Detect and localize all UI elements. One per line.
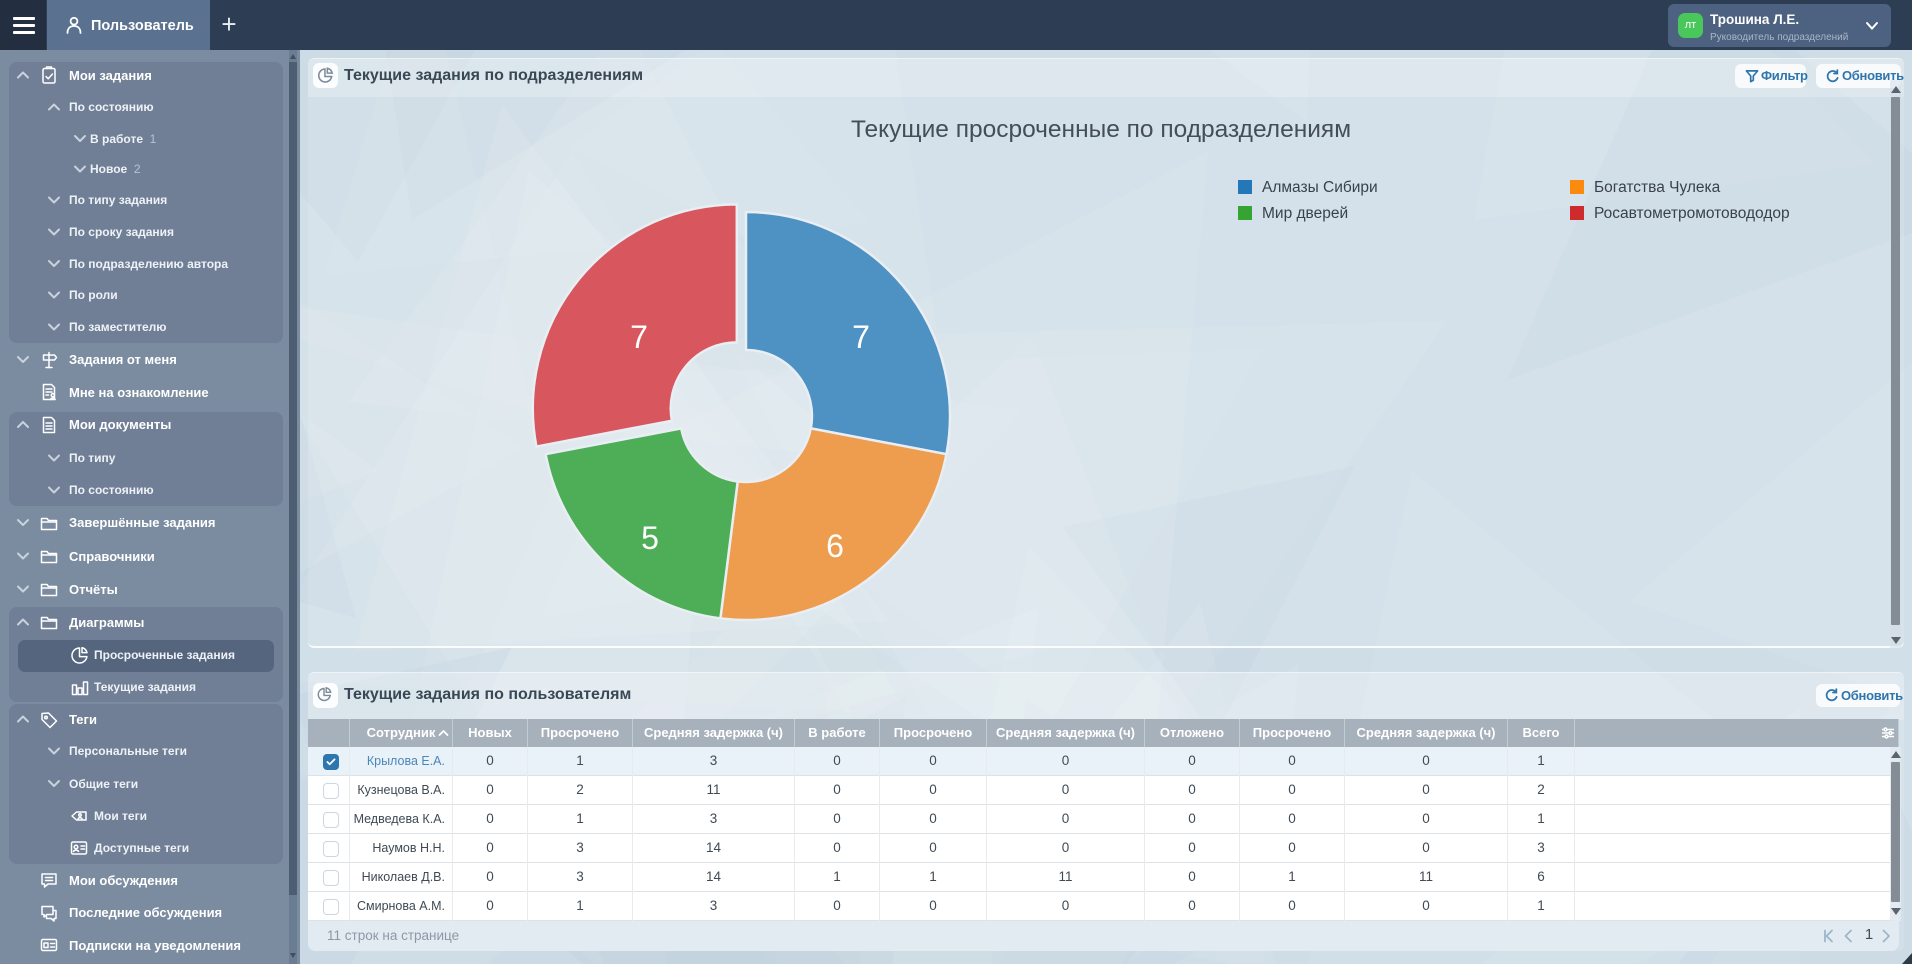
svg-text:7: 7 [630,319,648,355]
svg-text:5: 5 [641,520,659,556]
svg-text:6: 6 [826,528,844,564]
svg-text:7: 7 [852,319,870,355]
